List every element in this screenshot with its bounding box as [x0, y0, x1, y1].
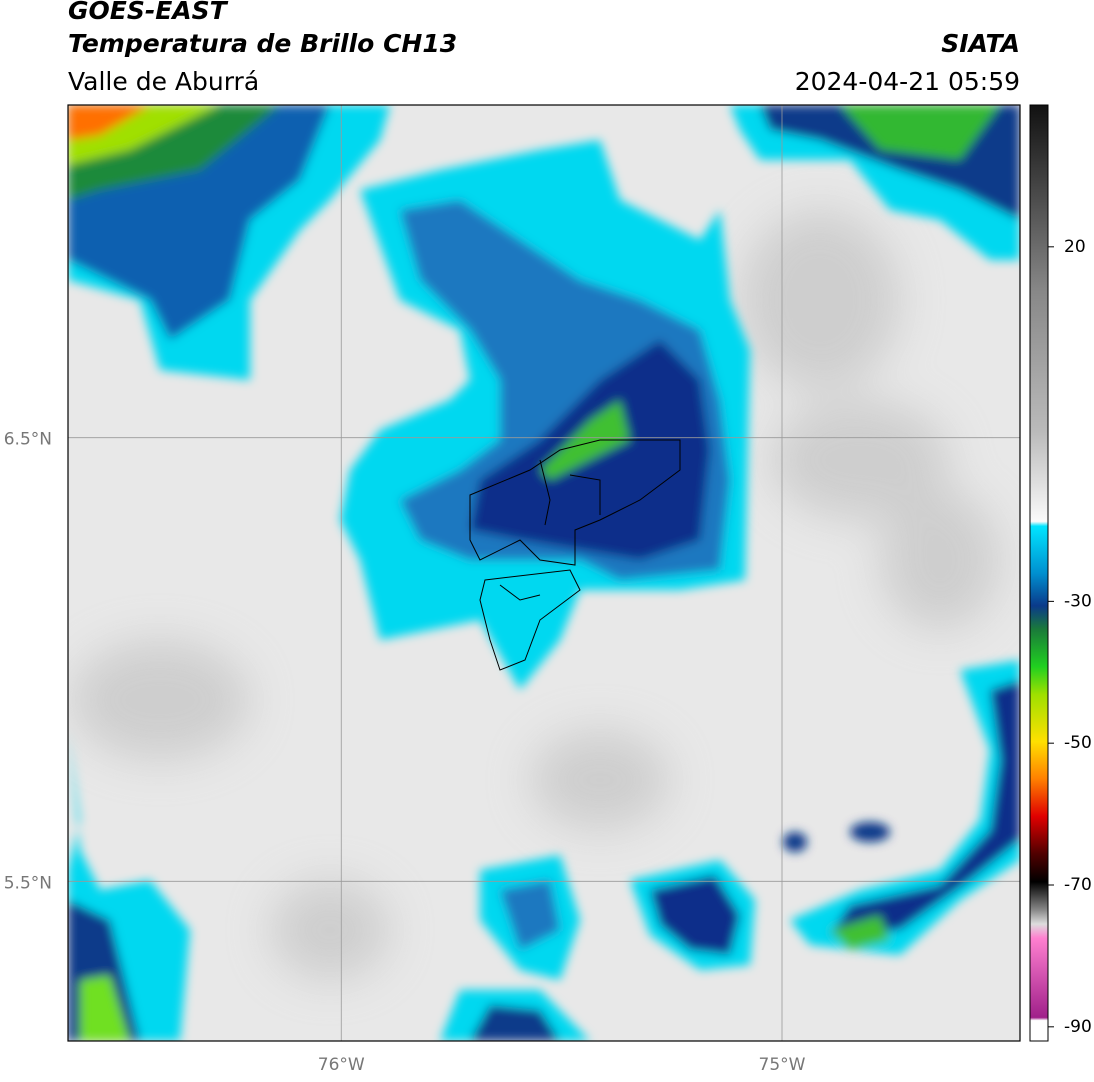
municipal-boundaries	[469, 439, 681, 671]
lon-label: 75°W	[759, 1055, 806, 1075]
lat-label: 5.5°N	[4, 873, 52, 893]
colorbar	[1029, 104, 1049, 1042]
product: Temperatura de Brillo CH13	[68, 29, 457, 58]
region: Valle de Aburrá	[68, 67, 259, 96]
timestamp: 2024-04-21 05:59	[795, 67, 1020, 96]
map-frame	[67, 104, 1021, 1042]
colorbar-tick-label: -50	[1064, 733, 1092, 753]
colorbar-tick-label: 20	[1064, 237, 1086, 257]
graticule	[68, 105, 1020, 1041]
colorbar-tick-label: -30	[1064, 591, 1092, 611]
lon-label: 76°W	[318, 1055, 365, 1075]
agency: SIATA	[941, 29, 1020, 58]
satellite-image	[68, 105, 1020, 1041]
lat-label: 6.5°N	[4, 430, 52, 450]
satellite: GOES-EAST	[68, 0, 229, 25]
colorbar-tick-label: -70	[1064, 875, 1092, 895]
colorbar-tick-label: -90	[1064, 1017, 1092, 1037]
